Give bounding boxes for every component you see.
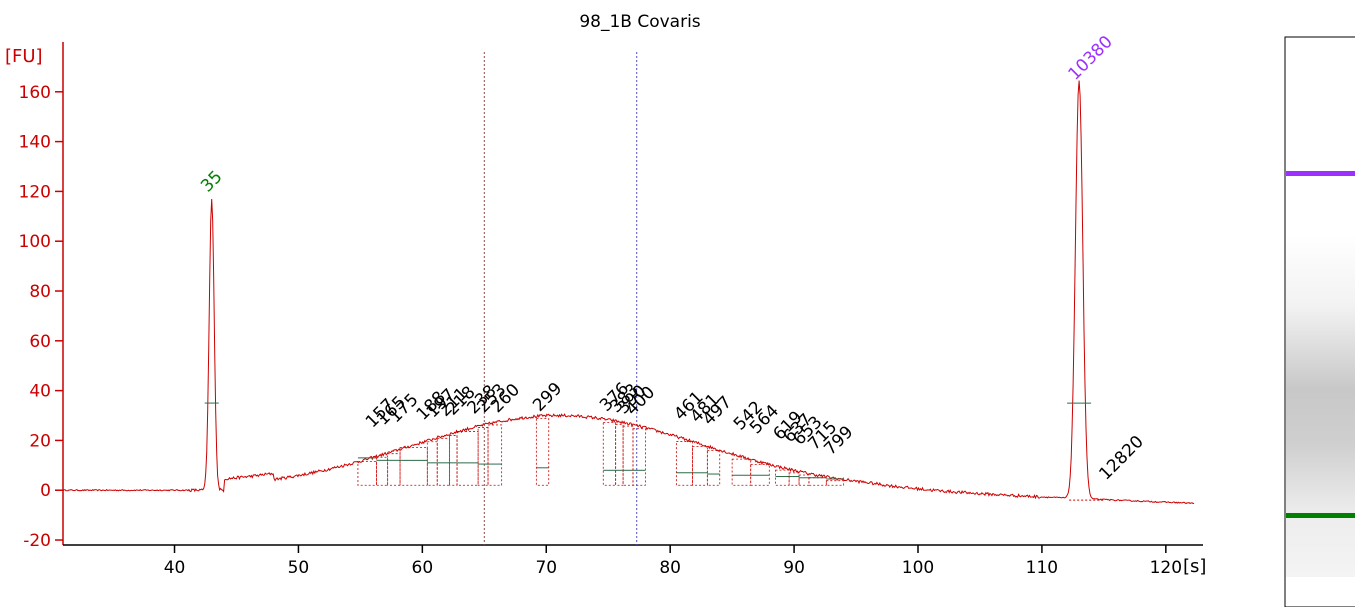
x-tick-label: 90	[783, 558, 805, 578]
y-tick-label: 40	[29, 382, 51, 402]
axis-ticks-layer: -20 0 20 40 60 80 100 120 140 160 40 50 60 70 80 90 100 1…	[19, 83, 1183, 578]
plot-layer	[62, 42, 1203, 546]
gel-lane-panel	[1284, 36, 1355, 607]
sub-peak-region-box	[456, 431, 479, 486]
peak-size-label: 12820	[1095, 432, 1147, 484]
sub-peak-region-box	[535, 418, 550, 486]
sub-peak-region-box	[615, 423, 624, 486]
x-tick-label: 110	[1026, 558, 1058, 578]
sub-peak-region-box	[731, 458, 752, 486]
trace-line	[62, 80, 1195, 505]
x-tick-label: 50	[288, 558, 310, 578]
x-tick-label: 60	[412, 558, 434, 578]
sub-peak-region-box	[426, 441, 438, 486]
sub-peak-region-box	[632, 428, 646, 486]
smear-region-layer	[357, 418, 845, 486]
sub-peak-region-box	[775, 469, 790, 486]
sub-peak-region-box	[798, 474, 810, 486]
sub-peak-region-box	[357, 461, 377, 486]
x-tick-label: 80	[659, 558, 681, 578]
y-tick-label: 120	[19, 182, 51, 202]
x-tick-label: 100	[902, 558, 934, 578]
sub-peak-region-box	[487, 424, 503, 486]
sub-peak-region-box	[436, 437, 451, 486]
sub-peak-region-box	[825, 480, 845, 486]
x-axis-unit-label: [s]	[1183, 556, 1206, 577]
y-tick-label: 60	[29, 332, 51, 352]
y-tick-label: 80	[29, 282, 51, 302]
sub-peak-region-box	[622, 425, 634, 486]
sub-peak-region-box	[399, 447, 428, 486]
y-tick-label: 160	[19, 83, 51, 103]
y-tick-label: 100	[19, 232, 51, 252]
x-tick-label: 70	[535, 558, 557, 578]
y-tick-label: -20	[23, 531, 51, 551]
x-tick-label: 40	[164, 558, 186, 578]
sub-peak-region-box	[706, 450, 721, 486]
y-tick-label: 140	[19, 133, 51, 153]
sub-peak-region-box	[692, 445, 708, 486]
peak-size-label: 299	[529, 379, 566, 416]
chart-title: 98_1B Covaris	[579, 12, 700, 32]
gel-band-lower-marker	[1286, 513, 1355, 518]
sub-peak-region-box	[477, 427, 489, 486]
marker-peak-label: 10380	[1064, 32, 1116, 84]
gel-band-upper-marker	[1286, 171, 1355, 176]
sub-peak-region-box	[376, 456, 389, 486]
sub-peak-region-box	[808, 477, 827, 486]
y-tick-label: 0	[40, 481, 51, 501]
x-tick-label: 120	[1150, 558, 1182, 578]
y-tick-label: 20	[29, 431, 51, 451]
sub-peak-region-box	[449, 435, 458, 486]
sub-peak-region-box	[675, 441, 693, 486]
sub-peak-region-box	[788, 472, 800, 486]
sub-peak-region-box	[602, 422, 617, 486]
y-axis-label: [FU]	[5, 46, 43, 67]
marker-peak-label: 35	[197, 167, 226, 196]
sub-peak-region-box	[387, 453, 401, 486]
